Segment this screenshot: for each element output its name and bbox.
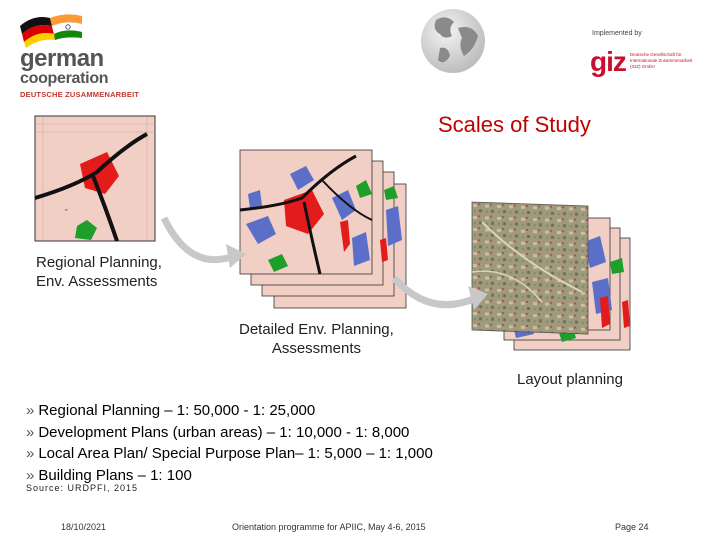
bullet-marker: » — [26, 445, 35, 462]
german-cooperation-logo: german cooperation DEUTSCHE ZUSAMMENARBE… — [10, 8, 170, 99]
caption-regional-line1: Regional Planning, — [36, 254, 162, 271]
bullet-marker: » — [26, 466, 35, 484]
caption-detailed: Detailed Env. Planning, Assessments — [239, 320, 394, 358]
logo-line-cooperation: cooperation — [20, 70, 109, 87]
bullet-text: Development Plans (urban areas) – 1: 10,… — [38, 423, 410, 441]
list-item: » Development Plans (urban areas) – 1: 10… — [26, 422, 433, 444]
svg-text:▪▪: ▪▪ — [65, 207, 68, 212]
logo-line-deutsche: DEUTSCHE ZUSAMMENARBEIT — [20, 90, 140, 99]
source-note: Source: URDPFI, 2015 — [26, 483, 139, 493]
giz-logo: giz Deutsche Gesellschaft für Internatio… — [590, 48, 710, 82]
bullet-marker: » — [26, 423, 35, 441]
arrow-icon-regional-to-detailed — [160, 216, 246, 268]
footer-event: Orientation programme for APIIC, May 4-6… — [232, 522, 426, 532]
list-item: » Local Area Plan/ Special Purpose Plan– … — [26, 443, 433, 465]
detailed-map-stack — [239, 149, 407, 309]
arrow-icon-detailed-to-layout — [391, 275, 488, 310]
implemented-by-label: Implemented by — [592, 30, 642, 37]
caption-regional-line2: Env. Assessments — [36, 273, 158, 290]
flags-icon — [20, 14, 83, 48]
giz-subtitle: Deutsche Gesellschaft für Internationale… — [630, 52, 693, 69]
bullet-marker: » — [26, 402, 35, 419]
layout-map-stack — [471, 201, 631, 351]
regional-map: ▪▪ — [34, 115, 156, 242]
logo-line-german: german — [20, 45, 104, 72]
bullet-text: Building Plans – 1: 100 — [38, 466, 192, 484]
caption-detailed-line1: Detailed Env. Planning, — [239, 321, 394, 338]
globe-icon — [421, 9, 485, 73]
caption-regional: Regional Planning, Env. Assessments — [36, 253, 162, 291]
list-item: » Regional Planning – 1: 50,000 - 1: 25,0… — [26, 400, 433, 422]
caption-layout: Layout planning — [517, 371, 623, 388]
bullet-text: Local Area Plan/ Special Purpose Plan– 1… — [38, 445, 433, 462]
caption-detailed-line2: Assessments — [271, 340, 362, 357]
list-item: » Building Plans – 1: 100 — [26, 465, 433, 487]
bullet-text: Regional Planning – 1: 50,000 - 1: 25,00… — [38, 402, 316, 419]
footer-date: 18/10/2021 — [61, 522, 107, 532]
footer-page-number: Page 24 — [615, 522, 649, 532]
giz-wordmark: giz — [590, 46, 627, 77]
scales-bullet-list: » Regional Planning – 1: 50,000 - 1: 25,0… — [26, 400, 433, 486]
slide-title: Scales of Study — [438, 112, 591, 137]
